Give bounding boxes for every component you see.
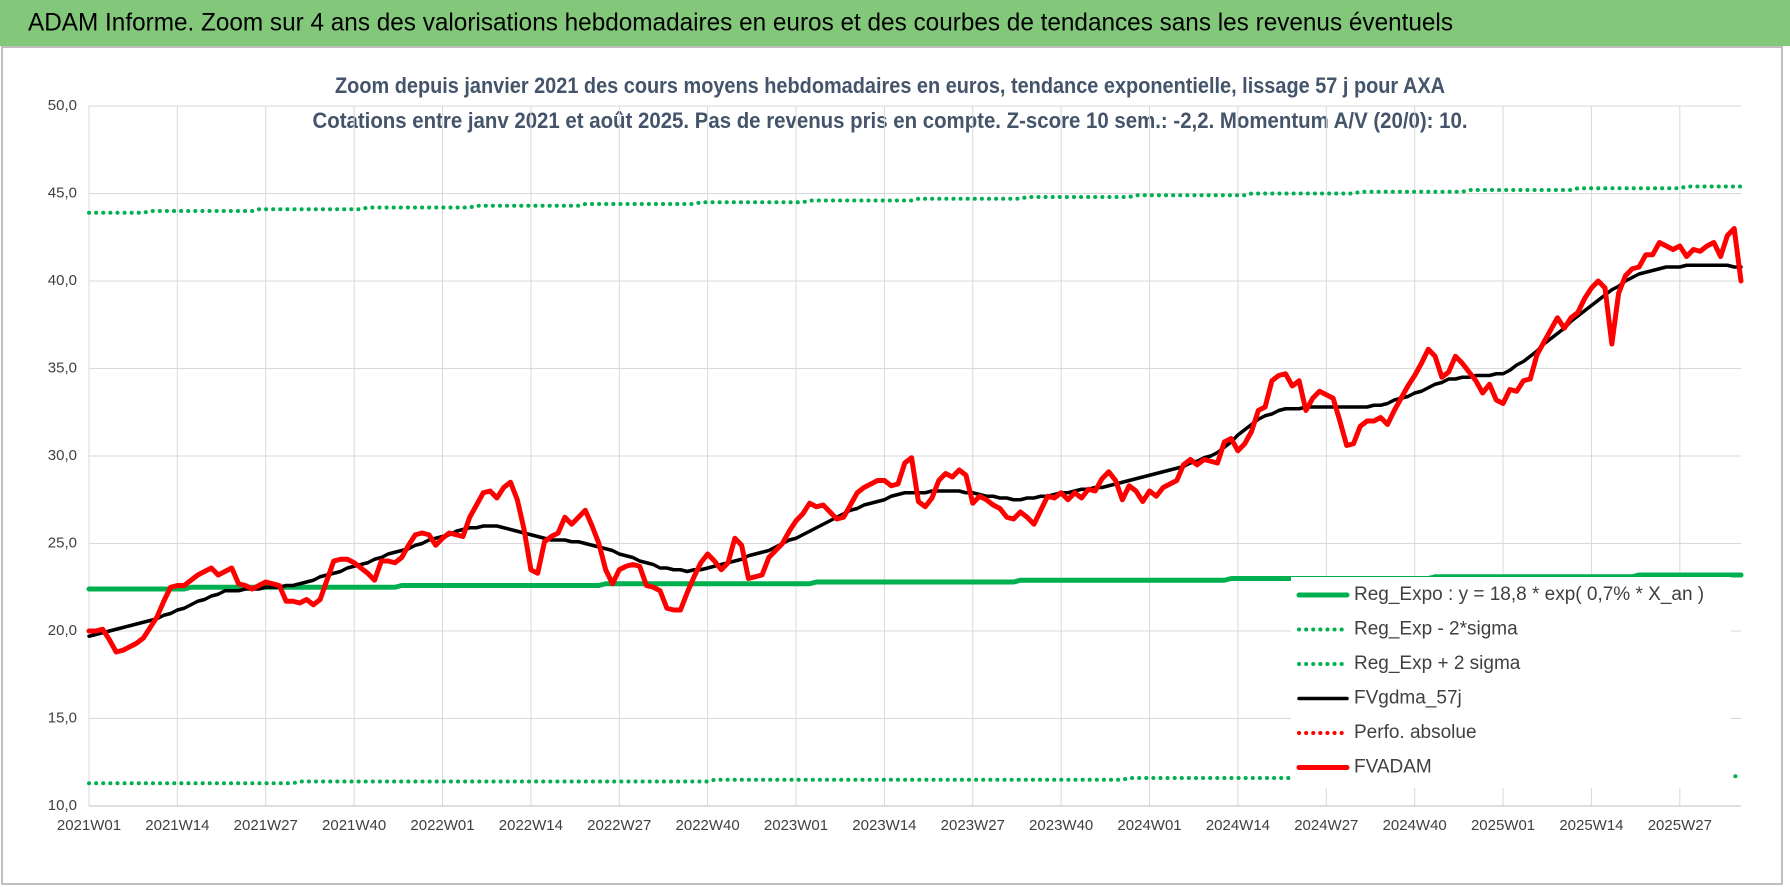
x-tick-label: 2023W27 xyxy=(941,817,1005,834)
x-tick-label: 2024W27 xyxy=(1294,817,1358,834)
y-tick-label: 30,0 xyxy=(48,447,77,464)
legend-label: FVgdma_57j xyxy=(1354,688,1462,709)
x-tick-label: 2021W27 xyxy=(234,817,298,834)
y-tick-label: 20,0 xyxy=(48,622,77,639)
legend-label: Perfo. absolue xyxy=(1354,722,1477,743)
x-tick-label: 2024W01 xyxy=(1117,817,1181,834)
x-tick-label: 2023W40 xyxy=(1029,817,1093,834)
y-tick-label: 40,0 xyxy=(48,272,77,289)
y-tick-label: 10,0 xyxy=(48,797,77,814)
x-tick-label: 2023W14 xyxy=(852,817,916,834)
x-tick-label: 2021W14 xyxy=(145,817,209,834)
y-tick-label: 35,0 xyxy=(48,359,77,376)
chart-subtitle: Cotations entre janv 2021 et août 2025. … xyxy=(313,108,1468,133)
x-tick-label: 2025W27 xyxy=(1648,817,1712,834)
x-tick-label: 2023W01 xyxy=(764,817,828,834)
x-tick-label: 2024W40 xyxy=(1383,817,1447,834)
y-tick-label: 15,0 xyxy=(48,709,77,726)
x-tick-label: 2025W14 xyxy=(1559,817,1623,834)
header-bar xyxy=(0,0,1790,46)
header-title: ADAM Informe. Zoom sur 4 ans des valoris… xyxy=(28,9,1453,37)
series-line xyxy=(87,184,1743,215)
chart-frame xyxy=(1,46,1783,885)
chart-title: Zoom depuis janvier 2021 des cours moyen… xyxy=(335,73,1445,98)
series-line xyxy=(86,572,1744,592)
legend-label: Reg_Exp + 2 sigma xyxy=(1354,653,1521,674)
legend-label: FVADAM xyxy=(1354,757,1432,778)
x-tick-label: 2024W14 xyxy=(1206,817,1270,834)
x-tick-label: 2022W40 xyxy=(676,817,740,834)
x-tick-label: 2022W27 xyxy=(587,817,651,834)
x-tick-label: 2021W40 xyxy=(322,817,386,834)
legend-label: Reg_Exp - 2*sigma xyxy=(1354,619,1518,640)
x-tick-label: 2022W01 xyxy=(410,817,474,834)
y-tick-label: 45,0 xyxy=(48,184,77,201)
x-tick-label: 2022W14 xyxy=(499,817,563,834)
legend-background xyxy=(1291,577,1731,788)
legend-label: Reg_Expo : y = 18,8 * exp( 0,7% * X_an ) xyxy=(1354,584,1704,605)
series-line xyxy=(86,226,1744,655)
x-tick-label: 2025W01 xyxy=(1471,817,1535,834)
y-tick-label: 50,0 xyxy=(48,97,77,114)
x-tick-label: 2021W01 xyxy=(57,817,121,834)
legend: Reg_Expo : y = 18,8 * exp( 0,7% * X_an )… xyxy=(1291,577,1731,788)
y-tick-label: 25,0 xyxy=(48,534,77,551)
